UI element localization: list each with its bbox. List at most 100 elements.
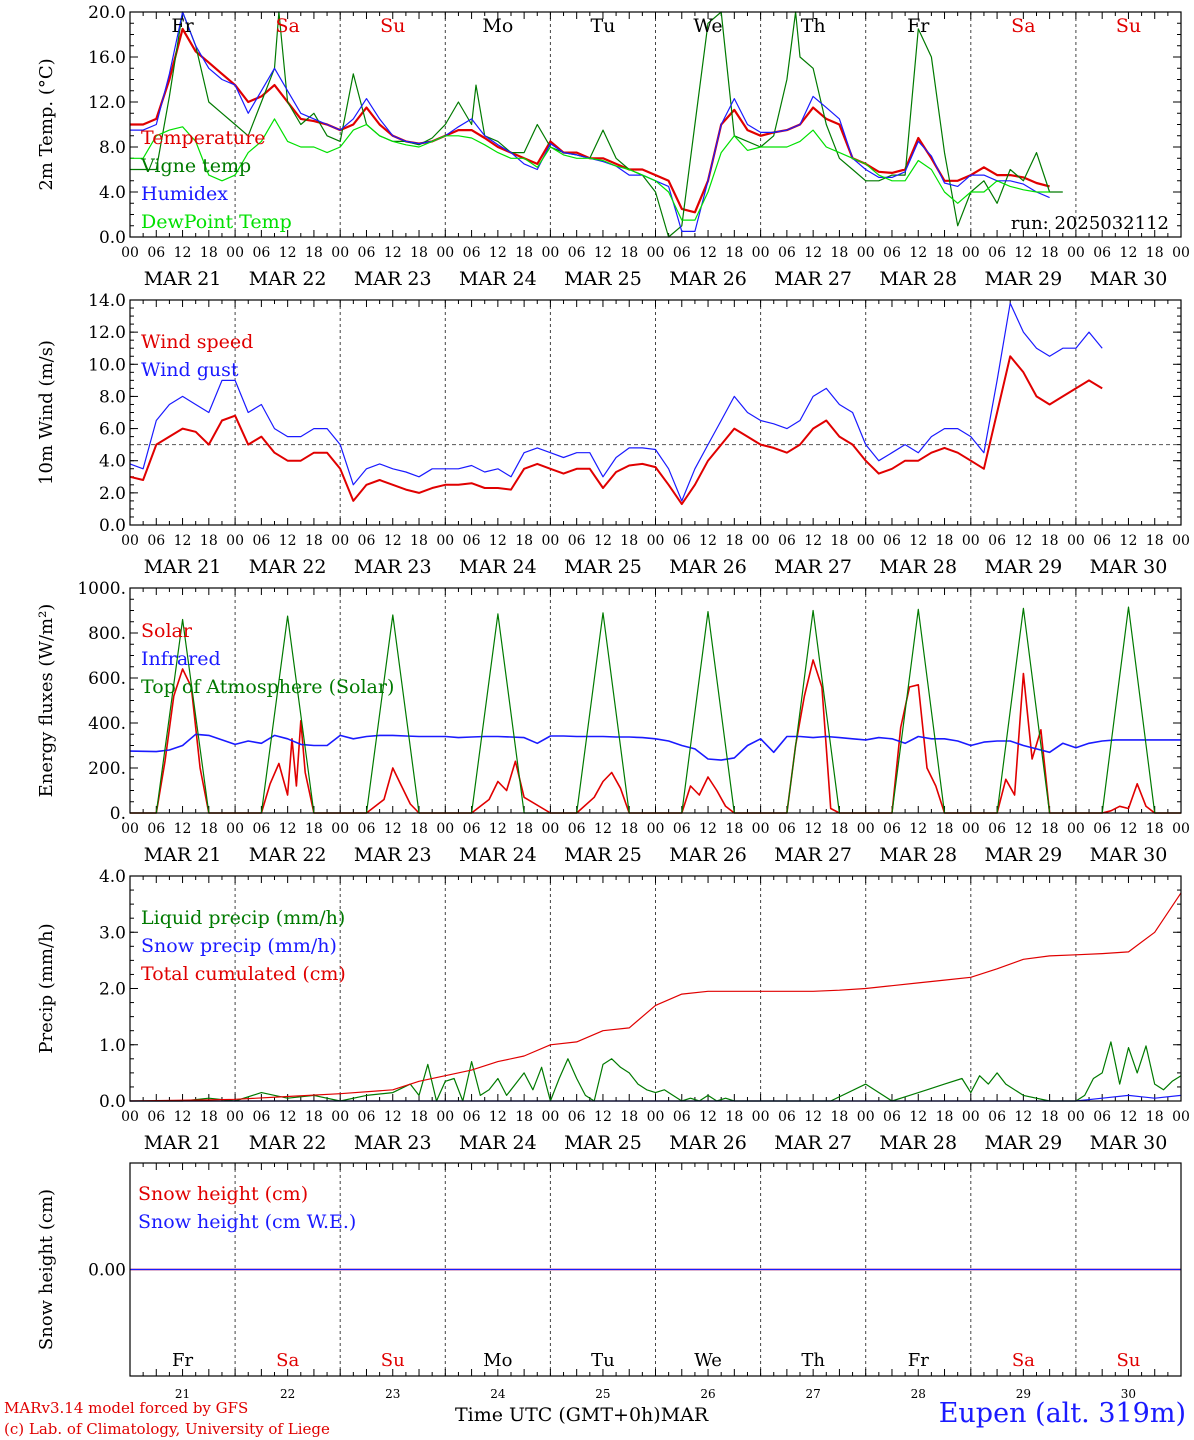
x-hour-label: 18 bbox=[620, 533, 638, 549]
x-hour-label: 00 bbox=[962, 821, 980, 837]
x-hour-label: 06 bbox=[673, 533, 691, 549]
y-tick-label: 6.0 bbox=[99, 420, 126, 440]
day-name: Tu bbox=[591, 1350, 615, 1371]
day-number: 24 bbox=[490, 1387, 506, 1400]
x-hour-label: 00 bbox=[1172, 1109, 1190, 1125]
credits: MARv3.14 model forced by GFS (c) Lab. of… bbox=[4, 1398, 330, 1440]
y-tick-label: 0.0 bbox=[99, 228, 126, 248]
date-label: MAR 21 bbox=[144, 556, 222, 578]
x-hour-label: 06 bbox=[1093, 821, 1111, 837]
y-axis-label: 10m Wind (m/s) bbox=[36, 340, 57, 485]
y-tick-label: 2.0 bbox=[99, 980, 126, 1000]
y-tick-label: 1.0 bbox=[99, 1036, 126, 1056]
legend-entry: Infrared bbox=[141, 648, 221, 670]
day-number: 25 bbox=[595, 1387, 610, 1400]
date-label: MAR 21 bbox=[144, 844, 222, 866]
x-hour-label: 00 bbox=[647, 1109, 665, 1125]
x-hour-label: 00 bbox=[226, 245, 244, 261]
y-tick-label: 10.0 bbox=[88, 355, 126, 375]
x-hour-label: 06 bbox=[778, 533, 796, 549]
day-number: 26 bbox=[700, 1387, 715, 1400]
x-hour-label: 12 bbox=[489, 821, 507, 837]
date-label: MAR 29 bbox=[984, 1132, 1062, 1154]
x-hour-label: 12 bbox=[1120, 1109, 1138, 1125]
day-name: Mo bbox=[483, 1350, 512, 1371]
x-hour-label: 00 bbox=[1067, 533, 1085, 549]
y-tick-label: 0. bbox=[110, 804, 126, 824]
plot-frame bbox=[129, 875, 1182, 1102]
x-hour-label: 12 bbox=[699, 533, 717, 549]
day-number: 28 bbox=[911, 1387, 926, 1400]
x-hour-label: 06 bbox=[778, 821, 796, 837]
series-line-wind-gust bbox=[129, 302, 1103, 502]
x-hour-label: 12 bbox=[1014, 821, 1032, 837]
x-hour-label: 00 bbox=[752, 533, 770, 549]
x-hour-label: 00 bbox=[647, 821, 665, 837]
y-tick-label: 2.0 bbox=[99, 484, 126, 504]
x-hour-label: 18 bbox=[620, 1109, 638, 1125]
x-hour-label: 12 bbox=[909, 533, 927, 549]
series-line-temperature bbox=[130, 27, 1050, 214]
x-hour-label: 12 bbox=[909, 1109, 927, 1125]
x-hour-label: 00 bbox=[752, 245, 770, 261]
x-hour-label: 00 bbox=[121, 533, 139, 549]
x-hour-label: 12 bbox=[1120, 821, 1138, 837]
x-hour-label: 12 bbox=[384, 245, 402, 261]
date-label: MAR 25 bbox=[564, 556, 642, 578]
x-hour-label: 06 bbox=[147, 1109, 165, 1125]
x-hour-label: 18 bbox=[725, 1109, 743, 1125]
x-hour-label: 06 bbox=[1093, 1109, 1111, 1125]
x-hour-label: 06 bbox=[778, 245, 796, 261]
panel-4: 0.0 1.0 2.0 3.0 4.0 Precip (mm/h) Liquid preci… bbox=[36, 867, 1190, 1154]
y-tick-label: 400. bbox=[88, 714, 126, 734]
plot-frame bbox=[129, 1162, 1182, 1377]
day-number: 22 bbox=[280, 1387, 295, 1400]
x-hour-label: 18 bbox=[936, 821, 954, 837]
x-hour-label: 00 bbox=[647, 533, 665, 549]
day-number: 29 bbox=[1016, 1387, 1031, 1400]
x-hour-label: 12 bbox=[1014, 1109, 1032, 1125]
x-hour-label: 18 bbox=[200, 821, 218, 837]
x-hour-label: 12 bbox=[804, 245, 822, 261]
day-name: Su bbox=[380, 15, 405, 37]
y-tick-label: 4.0 bbox=[99, 452, 126, 472]
date-label: MAR 30 bbox=[1090, 268, 1168, 290]
x-hour-label: 12 bbox=[594, 533, 612, 549]
x-hour-label: 18 bbox=[410, 821, 428, 837]
date-label: MAR 26 bbox=[669, 1132, 747, 1154]
date-label: MAR 28 bbox=[879, 844, 957, 866]
x-hour-label: 00 bbox=[1067, 245, 1085, 261]
y-tick-label: 0.0 bbox=[99, 516, 126, 536]
plot-frame bbox=[129, 587, 1182, 814]
x-hour-label: 00 bbox=[1067, 1109, 1085, 1125]
x-hour-label: 06 bbox=[883, 821, 901, 837]
day-name: Su bbox=[381, 1350, 405, 1371]
day-number: 21 bbox=[175, 1387, 190, 1400]
day-name: We bbox=[693, 15, 722, 37]
day-name: Sa bbox=[1011, 15, 1035, 37]
x-hour-label: 12 bbox=[699, 821, 717, 837]
day-name: Mo bbox=[482, 15, 513, 37]
x-hour-label: 18 bbox=[936, 1109, 954, 1125]
y-tick-label: 20.0 bbox=[88, 3, 126, 23]
date-label: MAR 25 bbox=[564, 844, 642, 866]
x-hour-label: 12 bbox=[804, 821, 822, 837]
date-label: MAR 22 bbox=[249, 844, 327, 866]
x-hour-label: 18 bbox=[305, 533, 323, 549]
x-hour-label: 00 bbox=[121, 821, 139, 837]
panel-2: 0.0 2.0 4.0 6.0 8.0 10.0 12.0 14.0 10m Wind (m/s… bbox=[36, 291, 1190, 578]
y-tick-label: 4.0 bbox=[99, 183, 126, 203]
x-hour-label: 06 bbox=[883, 1109, 901, 1125]
x-hour-label: 00 bbox=[541, 245, 559, 261]
x-hour-label: 18 bbox=[515, 533, 533, 549]
date-label: MAR 27 bbox=[774, 268, 852, 290]
x-hour-label: 06 bbox=[988, 245, 1006, 261]
x-hour-label: 00 bbox=[331, 533, 349, 549]
x-hour-label: 06 bbox=[883, 245, 901, 261]
x-hour-label: 00 bbox=[331, 245, 349, 261]
x-hour-label: 00 bbox=[962, 245, 980, 261]
x-hour-label: 18 bbox=[305, 821, 323, 837]
date-label: MAR 24 bbox=[459, 1132, 537, 1154]
y-tick-label: 14.0 bbox=[88, 291, 126, 311]
x-hour-label: 00 bbox=[1172, 533, 1190, 549]
